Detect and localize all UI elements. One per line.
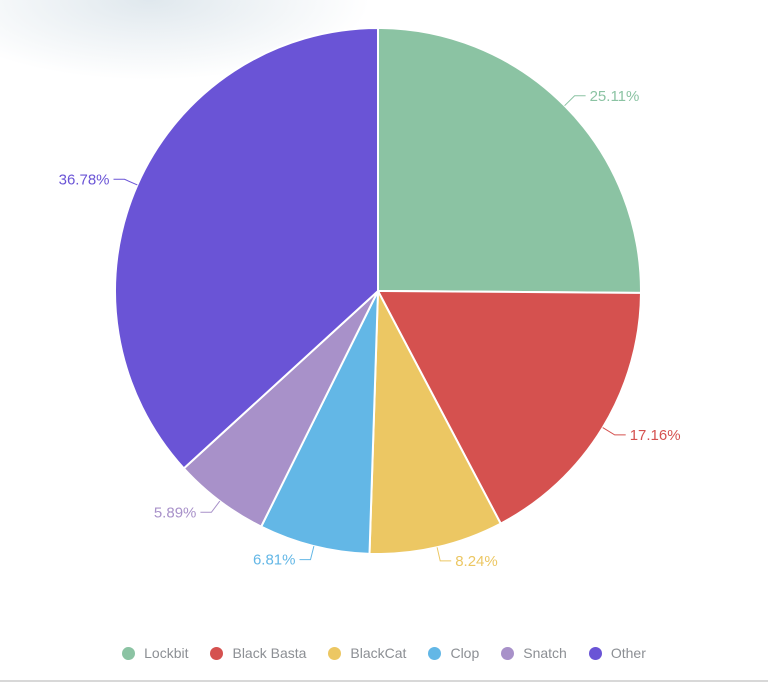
legend-item-other[interactable]: Other	[588, 645, 646, 661]
label-line-clop	[299, 545, 315, 561]
legend-label-blackcat: BlackCat	[350, 645, 407, 661]
legend-item-snatch[interactable]: Snatch	[501, 645, 567, 661]
legend-dot-lockbit	[122, 646, 136, 660]
slice-label-black-basta: 17.16%	[630, 427, 681, 444]
pie-slice-black-basta[interactable]	[377, 290, 642, 525]
legend-item-blackcat[interactable]: BlackCat	[328, 645, 406, 661]
slice-label-lockbit: 25.11%	[590, 88, 640, 105]
legend-item-lockbit[interactable]: Lockbit	[122, 645, 188, 661]
legend-dot-blackcat	[328, 646, 342, 660]
pie-slice-lockbit[interactable]	[377, 27, 642, 294]
pie-slice-blackcat[interactable]	[368, 290, 502, 555]
bottom-divider	[0, 680, 768, 682]
slice-label-clop: 6.81%	[253, 552, 296, 569]
legend-item-black-basta[interactable]: Black Basta	[210, 645, 306, 661]
label-line-other	[113, 178, 138, 186]
legend-dot-other	[588, 646, 602, 660]
legend-label-black-basta: Black Basta	[232, 645, 307, 661]
legend-label-other: Other	[610, 645, 646, 661]
legend-dot-clop	[428, 646, 442, 660]
chart-legend: Lockbit Black Basta BlackCat Clop Snatch Othe…	[0, 645, 768, 661]
pie-slice-other[interactable]	[114, 27, 379, 470]
legend-label-snatch: Snatch	[523, 645, 567, 661]
label-line-snatch	[200, 500, 221, 513]
legend-dot-black-basta	[210, 646, 224, 660]
legend-item-clop[interactable]: Clop	[428, 645, 479, 661]
label-line-blackcat	[436, 547, 452, 562]
label-line-lockbit	[564, 95, 586, 107]
pie-slice-clop[interactable]	[260, 290, 379, 555]
label-line-black-basta	[602, 427, 626, 436]
slice-label-snatch: 5.89%	[154, 504, 197, 521]
slice-label-blackcat: 8.24%	[455, 553, 498, 570]
legend-label-lockbit: Lockbit	[144, 645, 189, 661]
pie-chart: 25.11% 17.16% 8.24% 6.81% 5.89% 36.78%	[59, 27, 681, 570]
legend-dot-snatch	[501, 646, 515, 660]
slice-label-other: 36.78%	[59, 171, 110, 188]
legend-label-clop: Clop	[450, 645, 480, 661]
